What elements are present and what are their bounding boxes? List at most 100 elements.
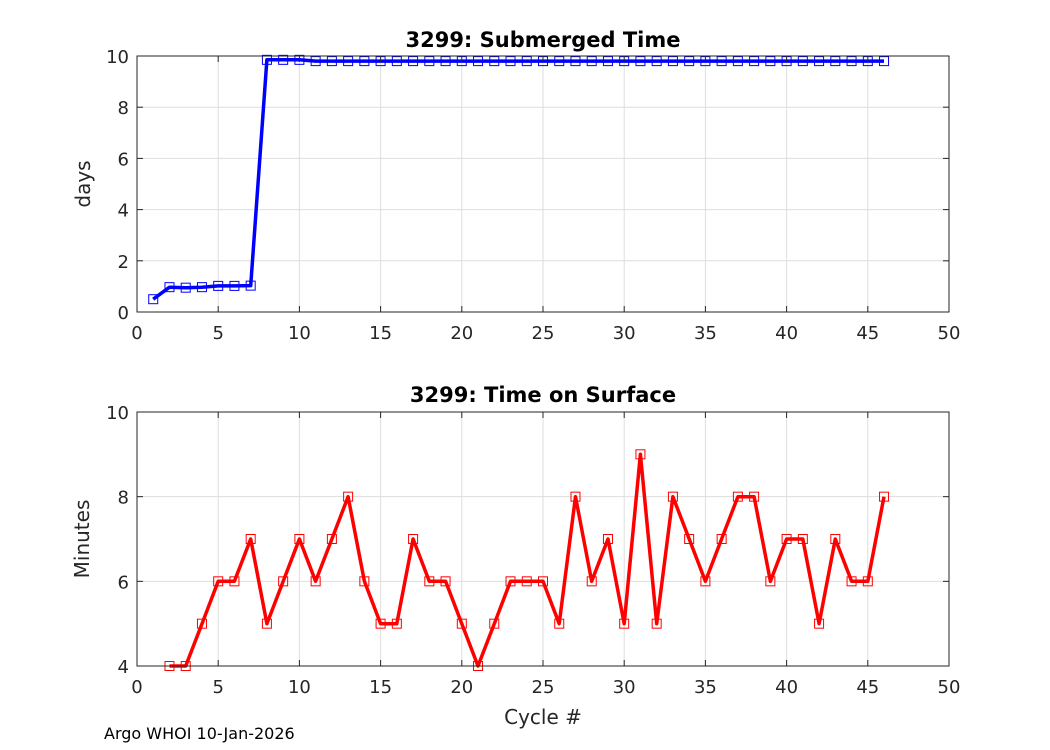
ticks-submerged: 0 5 10 15 20 25 30 35 40 45 50 0 2 4 6 8 10: [106, 47, 960, 344]
footer-credit: Argo WHOI 10-Jan-2026: [104, 724, 295, 743]
data-point: [229, 576, 240, 587]
y-tick-label: 6: [118, 149, 129, 170]
data-point: [196, 282, 207, 293]
data-point: [489, 56, 500, 67]
data-point: [619, 618, 630, 629]
data-point: [521, 56, 532, 67]
data-point: [602, 534, 613, 544]
data-point: [602, 56, 613, 67]
series-submerged-time: [148, 54, 890, 305]
data-point: [846, 576, 857, 587]
data-point: [294, 534, 305, 544]
x-tick-label: 0: [131, 323, 142, 344]
data-point: [781, 534, 792, 544]
data-point: [586, 56, 597, 67]
data-point: [554, 618, 565, 629]
data-point: [554, 56, 565, 67]
data-point: [440, 576, 451, 587]
data-point: [424, 576, 435, 587]
data-point: [359, 56, 370, 67]
data-point: [245, 534, 256, 544]
x-tick-label: 15: [369, 677, 392, 698]
x-tick-label: 35: [694, 323, 717, 344]
data-point: [180, 282, 191, 293]
chart-title-submerged: 3299: Submerged Time: [405, 28, 680, 52]
y-tick-label: 10: [106, 47, 129, 68]
data-point: [700, 576, 711, 587]
data-point: [830, 56, 841, 67]
ticks-surface: 0 5 10 15 20 25 30 35 40 45 50 4 6 8 10: [106, 403, 960, 698]
data-point: [375, 618, 386, 629]
data-point: [505, 576, 516, 587]
data-point: [814, 56, 825, 67]
y-tick-label: 8: [118, 98, 129, 119]
data-point: [473, 56, 484, 67]
x-tick-label: 15: [369, 323, 392, 344]
data-point: [538, 576, 548, 587]
chart-submerged-time: 0 5 10 15 20 25 30 35 40 45 50 0 2 4 6 8 10 3299: Submer…: [71, 28, 960, 344]
data-point: [716, 534, 727, 544]
data-point: [635, 56, 646, 67]
x-tick-label: 40: [775, 677, 798, 698]
data-point: [749, 56, 760, 67]
y-tick-label: 4: [118, 657, 129, 678]
data-point: [797, 56, 808, 67]
x-tick-label: 20: [450, 323, 473, 344]
data-point: [651, 618, 662, 629]
data-point: [294, 54, 305, 65]
y-tick-label: 6: [118, 572, 129, 593]
data-point: [505, 56, 516, 67]
data-point: [489, 618, 500, 629]
y-axis-label-surface: Minutes: [70, 500, 94, 579]
data-point: [684, 534, 695, 544]
data-point: [391, 618, 402, 629]
data-point: [749, 491, 760, 502]
data-point: [440, 56, 451, 67]
data-point: [196, 618, 207, 629]
data-point: [408, 56, 419, 67]
x-tick-label: 10: [288, 677, 311, 698]
data-point: [424, 56, 435, 67]
x-tick-label: 50: [938, 677, 961, 698]
data-point: [879, 56, 890, 67]
data-point: [635, 449, 646, 460]
x-tick-label: 0: [131, 677, 142, 698]
x-axis-label-surface: Cycle #: [504, 705, 582, 729]
data-point: [310, 56, 321, 67]
series-line: [152, 58, 884, 301]
data-point: [716, 56, 727, 67]
data-point: [343, 56, 354, 67]
series-time-on-surface: [164, 449, 890, 671]
x-tick-label: 5: [212, 677, 223, 698]
x-tick-label: 35: [694, 677, 717, 698]
data-point: [408, 534, 419, 544]
data-point: [326, 56, 337, 67]
data-point: [684, 56, 695, 67]
data-point: [765, 576, 776, 587]
y-tick-label: 10: [106, 403, 129, 424]
data-point: [570, 56, 581, 67]
data-point: [245, 280, 256, 291]
data-point: [797, 534, 808, 544]
data-point: [862, 576, 873, 587]
data-point: [667, 56, 678, 67]
data-point: [326, 534, 337, 544]
x-tick-label: 40: [775, 323, 798, 344]
data-point: [148, 294, 159, 305]
x-tick-label: 45: [856, 677, 879, 698]
x-tick-label: 10: [288, 323, 311, 344]
data-point: [732, 491, 743, 502]
data-point: [213, 576, 224, 587]
data-point: [213, 280, 224, 291]
data-point: [359, 576, 370, 587]
data-point: [732, 56, 743, 67]
x-tick-label: 30: [613, 677, 636, 698]
data-point: [830, 534, 841, 544]
data-point: [879, 491, 890, 502]
data-point: [651, 56, 662, 67]
chart-title-surface: 3299: Time on Surface: [410, 383, 676, 407]
x-tick-label: 20: [450, 677, 473, 698]
data-point: [261, 54, 272, 65]
series-line: [169, 452, 886, 668]
